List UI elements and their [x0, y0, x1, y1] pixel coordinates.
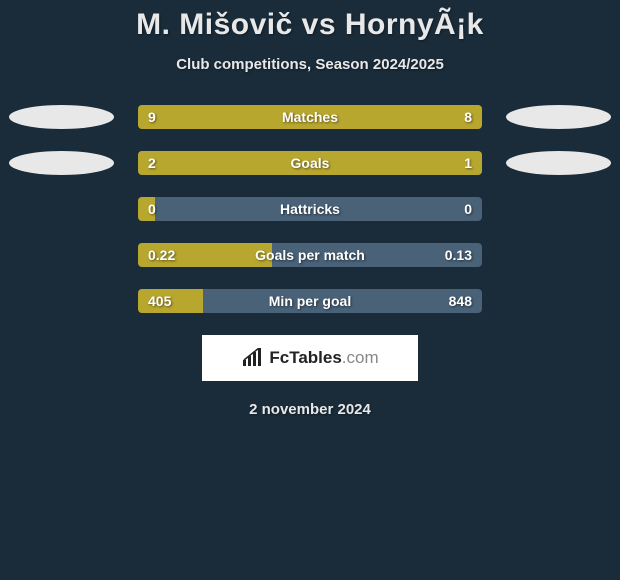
- logo: FcTables.com: [241, 348, 378, 368]
- logo-text-suffix: .com: [342, 348, 379, 367]
- stat-bar: 405848Min per goal: [138, 289, 482, 313]
- stat-row: 00Hattricks: [0, 197, 620, 221]
- logo-box: FcTables.com: [202, 335, 418, 381]
- stat-bar: 21Goals: [138, 151, 482, 175]
- stat-label: Goals per match: [138, 243, 482, 267]
- stat-bars: 98Matches 21Goals 00Hattricks 0.220.13Goals…: [0, 105, 620, 313]
- stat-row: 0.220.13Goals per match: [0, 243, 620, 267]
- player-left-marker: [9, 105, 114, 129]
- stat-row: 21Goals: [0, 151, 620, 175]
- date-label: 2 november 2024: [0, 401, 620, 418]
- stat-bar: 98Matches: [138, 105, 482, 129]
- stat-label: Goals: [138, 151, 482, 175]
- stat-bar: 0.220.13Goals per match: [138, 243, 482, 267]
- player-right-marker: [506, 105, 611, 129]
- logo-text-main: FcTables: [269, 348, 341, 367]
- page-title: M. Mišovič vs HornyÃ¡k: [0, 0, 620, 42]
- logo-text: FcTables.com: [269, 348, 378, 368]
- stat-bar: 00Hattricks: [138, 197, 482, 221]
- stat-label: Min per goal: [138, 289, 482, 313]
- stat-row: 98Matches: [0, 105, 620, 129]
- player-right-marker: [506, 151, 611, 175]
- stat-label: Matches: [138, 105, 482, 129]
- stat-label: Hattricks: [138, 197, 482, 221]
- chart-icon: [241, 348, 265, 368]
- comparison-infographic: M. Mišovič vs HornyÃ¡k Club competitions…: [0, 0, 620, 418]
- page-subtitle: Club competitions, Season 2024/2025: [0, 56, 620, 73]
- player-left-marker: [9, 151, 114, 175]
- stat-row: 405848Min per goal: [0, 289, 620, 313]
